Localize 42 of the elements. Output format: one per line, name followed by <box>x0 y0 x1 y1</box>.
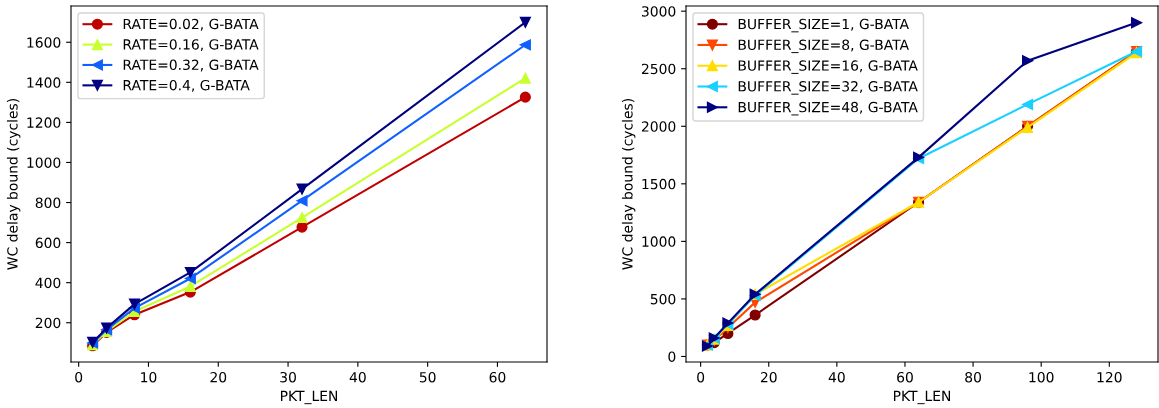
x-tick-label: 20 <box>760 371 777 383</box>
y-tick-label: 1400 <box>27 77 61 88</box>
legend-label: BUFFER_SIZE=1, G-BATA <box>738 18 909 33</box>
x-tick-label: 60 <box>897 371 913 383</box>
x-tick-label: 0 <box>75 371 83 383</box>
y-tick-label: 200 <box>35 317 61 329</box>
y-tick-label: 2500 <box>641 63 676 75</box>
y-tick-label: 1000 <box>642 236 676 247</box>
x-tick-label: 20 <box>210 371 227 383</box>
y-tick-label: 1600 <box>27 37 61 48</box>
x-tick-label: 50 <box>419 371 436 383</box>
y-tick-label: 500 <box>650 293 676 305</box>
legend-label: RATE=0.32, G-BATA <box>123 59 259 72</box>
y-tick-label: 3000 <box>641 6 676 17</box>
x-tick-label: 30 <box>280 371 296 383</box>
x-tick-label: 100 <box>1029 371 1054 383</box>
x-tick-label: 80 <box>965 371 981 383</box>
x-axis-title: PKT_LEN <box>280 390 337 405</box>
legend-label: RATE=0.16, G-BATA <box>123 39 259 52</box>
y-axis-title: WC delay bound (cycles) <box>6 99 21 270</box>
legend-label: BUFFER_SIZE=48, G-BATA <box>738 101 918 116</box>
y-tick-label: 1000 <box>27 157 61 168</box>
y-tick-label: 600 <box>35 237 61 249</box>
y-tick-label: 2000 <box>641 121 676 132</box>
legend-label: RATE=0.4, G-BATA <box>123 79 250 92</box>
legend-label: RATE=0.02, G-BATA <box>123 18 259 31</box>
x-axis-title: PKT_LEN <box>893 390 950 405</box>
legend-label: BUFFER_SIZE=32, G-BATA <box>738 81 918 95</box>
legend-label: BUFFER_SIZE=8, G-BATA <box>738 39 909 54</box>
x-tick-label: 60 <box>489 371 506 383</box>
x-tick-label: 120 <box>1097 371 1122 383</box>
y-tick-label: 1500 <box>642 178 676 190</box>
y-tick-label: 1200 <box>27 117 61 128</box>
y-axis-title: WC delay bound (cycles) <box>621 99 636 270</box>
x-tick-label: 10 <box>141 371 157 383</box>
y-tick-label: 400 <box>35 277 61 289</box>
x-tick-label: 0 <box>697 371 705 383</box>
y-tick-label: 0 <box>668 351 676 362</box>
y-tick-label: 800 <box>35 197 61 209</box>
legend-label: BUFFER_SIZE=16, G-BATA <box>738 60 918 74</box>
x-tick-label: 40 <box>349 371 366 383</box>
x-tick-label: 40 <box>828 371 845 383</box>
